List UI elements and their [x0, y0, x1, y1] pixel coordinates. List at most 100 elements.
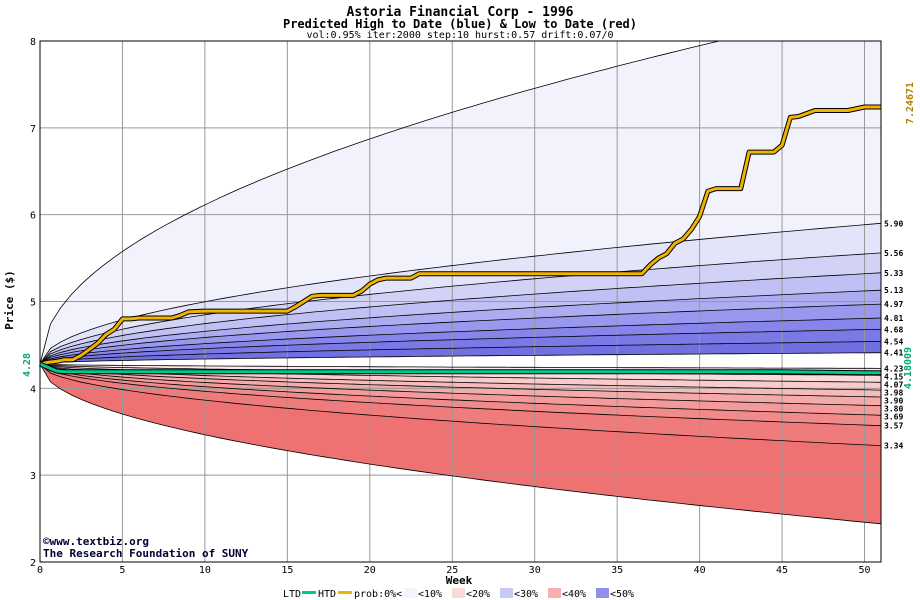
high-prob-band-2 [40, 252, 881, 364]
x-tick-label: 10 [199, 565, 211, 576]
band-boundary-0 [40, 41, 721, 365]
credit-website: ©www.textbiz.org [43, 535, 149, 548]
low-prob-band-5 [40, 364, 881, 416]
band-end-label: 4.23 [884, 364, 903, 373]
high-prob-band-4 [40, 290, 881, 364]
high-prob-band-7 [40, 329, 881, 364]
x-axis-ticks: 0 5 10 15 20 25 30 35 40 45 50 [37, 565, 871, 576]
band-end-label: 4.15 [884, 372, 903, 381]
band-end-label: 3.80 [884, 404, 903, 413]
legend-item-label: <50% [610, 589, 634, 600]
high-prob-band-3 [40, 272, 881, 364]
band-boundary-16 [40, 363, 881, 416]
y-tick-label: 2 [30, 558, 36, 569]
y-axis-ticks: 2 3 4 5 6 7 8 [30, 37, 36, 569]
y-tick-label: 4 [30, 384, 36, 395]
band-end-label: 5.33 [884, 269, 903, 278]
low-prob-band-4 [40, 364, 881, 406]
credit-foundation: The Research Foundation of SUNY [43, 547, 249, 560]
y-tick-label: 7 [30, 124, 36, 135]
x-tick-label: 25 [446, 565, 458, 576]
band-boundary-1 [40, 222, 881, 365]
band-end-label: 5.90 [884, 219, 903, 228]
legend-item-label: <30% [514, 589, 538, 600]
x-tick-label: 50 [858, 565, 870, 576]
x-axis-label: Week [446, 574, 473, 587]
band-end-label: 4.07 [884, 380, 903, 389]
x-tick-label: 5 [119, 565, 125, 576]
chart-subtitle: Predicted High to Date (blue) & Low to D… [283, 17, 637, 31]
high-prob-band-6 [40, 318, 881, 364]
band-end-label: 4.54 [884, 337, 903, 346]
y-tick-label: 6 [30, 211, 36, 222]
legend-swatch [596, 588, 609, 598]
legend-prob-label: prob:0%< [354, 589, 402, 600]
band-boundary-13 [40, 363, 881, 391]
band-end-label: 3.34 [884, 442, 903, 451]
ltd-end-value: 4.18009 [903, 347, 914, 389]
band-boundary-2 [40, 252, 881, 365]
legend-item-label: <40% [562, 589, 586, 600]
band-boundary-19 [40, 363, 881, 525]
legend: LTD HTD prob:0%< <10% <20% <30% <40% <50% [283, 588, 634, 600]
band-end-label: 4.68 [884, 325, 903, 334]
legend-htd-swatch [338, 591, 352, 594]
band-end-label: 3.57 [884, 422, 903, 431]
legend-swatch [452, 588, 465, 598]
band-end-label: 3.98 [884, 388, 903, 397]
chart-title: Astoria Financial Corp - 1996 [347, 5, 574, 20]
htd-end-value: 7.24671 [905, 82, 916, 124]
band-end-label: 3.69 [884, 412, 903, 421]
band-boundary-4 [40, 289, 881, 365]
legend-swatch [404, 588, 417, 598]
band-end-labels: 5.90 5.56 5.33 5.13 4.97 4.81 4.68 4.54 4.41 4.23… [884, 219, 903, 450]
band-end-label: 5.56 [884, 249, 903, 258]
x-tick-label: 0 [37, 565, 43, 576]
htd-series-line [39, 105, 881, 366]
band-end-label: 3.90 [884, 396, 903, 405]
x-tick-label: 35 [611, 565, 623, 576]
band-boundary-5 [40, 303, 881, 365]
y-tick-label: 8 [30, 37, 36, 48]
band-boundary-8 [40, 341, 881, 365]
band-boundary-18 [40, 363, 881, 446]
probability-bands [40, 41, 881, 524]
y-tick-label: 5 [30, 298, 36, 309]
legend-htd-label: HTD [318, 589, 336, 600]
band-end-label: 4.41 [884, 349, 903, 358]
low-prob-band-8 [40, 364, 881, 524]
ltd-series-line [39, 362, 881, 375]
legend-item-label: <20% [466, 589, 490, 600]
x-tick-label: 45 [776, 565, 788, 576]
band-boundary-6 [40, 317, 881, 365]
y-axis-label: Price ($) [3, 270, 16, 330]
series-lines [39, 104, 881, 376]
legend-ltd-label: LTD [283, 589, 301, 600]
band-end-label: 4.81 [884, 314, 903, 323]
x-tick-label: 15 [281, 565, 293, 576]
band-end-label: 5.13 [884, 286, 903, 295]
high-prob-band-0 [40, 41, 881, 364]
legend-item-label: <10% [418, 589, 442, 600]
band-boundary-15 [40, 363, 881, 407]
legend-swatch [500, 588, 513, 598]
chart-params: vol:0.95% iter:2000 step:10 hurst:0.57 d… [306, 30, 613, 41]
band-boundary-7 [40, 328, 881, 365]
band-boundary-17 [40, 363, 881, 427]
band-boundary-9 [40, 352, 881, 365]
low-prob-band-6 [40, 364, 881, 426]
band-boundary-14 [40, 363, 881, 398]
high-prob-band-1 [40, 223, 881, 364]
x-tick-label: 40 [694, 565, 706, 576]
start-price-label: 4.28 [22, 353, 33, 377]
legend-ltd-swatch [302, 591, 316, 594]
x-tick-label: 30 [529, 565, 541, 576]
x-tick-label: 20 [364, 565, 376, 576]
high-prob-band-5 [40, 304, 881, 364]
legend-swatch [548, 588, 561, 598]
band-boundary-3 [40, 272, 881, 365]
band-end-label: 4.97 [884, 300, 903, 309]
band-boundary-10 [40, 363, 881, 369]
